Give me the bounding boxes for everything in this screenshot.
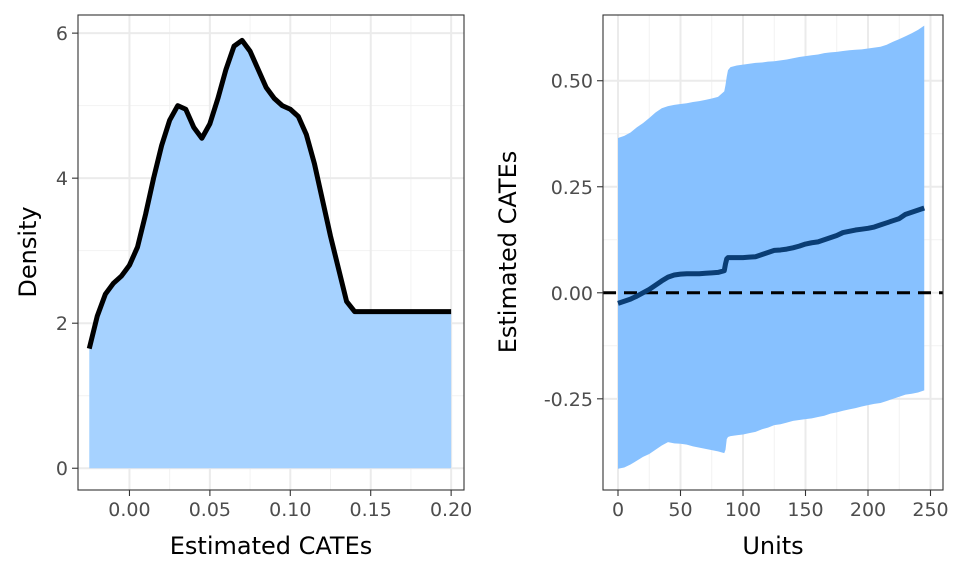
cate-x-tick-label: 0 xyxy=(612,499,624,521)
density-ticks: 0.00 0.05 0.10 0.15 0.20 0 2 4 6 xyxy=(56,23,472,521)
cate-panel: 0 50 100 150 200 250 -0.25 0.00 0.25 0.50 Units E… xyxy=(494,14,949,560)
cate-y-tick-label: 0.25 xyxy=(551,177,593,199)
cate-y-tick-label: -0.25 xyxy=(544,389,593,411)
density-line xyxy=(86,37,452,350)
density-y-axis-title: Density xyxy=(14,206,42,297)
cate-x-tick-label: 200 xyxy=(850,499,886,521)
density-area xyxy=(89,40,452,469)
density-y-tick-label: 2 xyxy=(56,313,68,335)
cate-y-axis-title: Estimated CATEs xyxy=(494,151,522,354)
cate-x-tick-label: 250 xyxy=(912,499,948,521)
density-y-tick-label: 6 xyxy=(56,23,68,45)
cate-estimate-line xyxy=(617,205,926,306)
density-x-tick-label: 0.10 xyxy=(269,499,311,521)
density-x-tick-label: 0.05 xyxy=(189,499,231,521)
density-y-tick-label: 4 xyxy=(56,168,68,190)
density-x-axis-title: Estimated CATEs xyxy=(170,532,373,560)
cate-y-tick-label: 0.00 xyxy=(551,283,593,305)
cate-y-tick-label: 0.50 xyxy=(551,71,593,93)
density-x-tick-label: 0.00 xyxy=(108,499,150,521)
density-x-tick-label: 0.20 xyxy=(430,499,472,521)
density-panel-border xyxy=(77,14,465,491)
density-x-tick-label: 0.15 xyxy=(350,499,392,521)
cate-x-axis-title: Units xyxy=(742,532,803,560)
cate-interval-band xyxy=(618,25,925,469)
density-panel: 0.00 0.05 0.10 0.15 0.20 0 2 4 6 Estimated CATEs… xyxy=(14,14,472,560)
cate-panel-border xyxy=(602,14,944,491)
cate-ticks: 0 50 100 150 200 250 -0.25 0.00 0.25 0.50 xyxy=(544,71,949,521)
cate-x-tick-label: 50 xyxy=(668,499,692,521)
cate-x-tick-label: 150 xyxy=(787,499,823,521)
cate-x-tick-label: 100 xyxy=(725,499,761,521)
density-y-tick-label: 0 xyxy=(56,458,68,480)
